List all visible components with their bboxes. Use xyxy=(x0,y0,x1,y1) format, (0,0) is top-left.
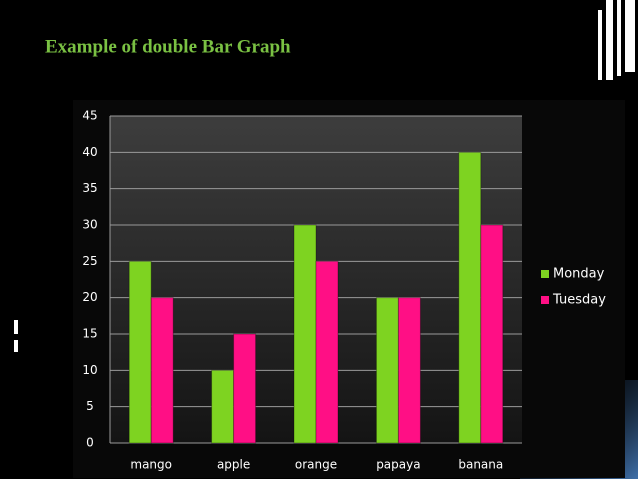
bar xyxy=(397,297,421,444)
x-tick-label: papaya xyxy=(376,458,420,472)
bar xyxy=(128,260,152,444)
legend-label: Monday xyxy=(553,267,605,282)
y-tick-label: 20 xyxy=(82,290,97,304)
y-tick-label: 30 xyxy=(82,218,97,232)
bar xyxy=(315,260,339,444)
x-tick-label: apple xyxy=(217,458,250,472)
bar xyxy=(375,297,399,444)
x-tick-label: banana xyxy=(458,458,503,472)
legend-swatch xyxy=(541,296,549,304)
x-tick-label: orange xyxy=(295,458,337,472)
y-tick-label: 35 xyxy=(82,181,97,195)
chart-title: Example of double Bar Graph xyxy=(45,36,291,57)
legend-label: Tuesday xyxy=(552,293,606,308)
bar xyxy=(233,333,257,444)
bar xyxy=(480,224,504,444)
bar xyxy=(211,369,235,444)
legend-swatch xyxy=(541,270,549,278)
bar xyxy=(150,297,174,444)
y-tick-label: 15 xyxy=(82,327,97,341)
y-tick-label: 5 xyxy=(86,399,94,413)
y-tick-label: 10 xyxy=(82,363,97,377)
decoration xyxy=(14,0,635,352)
bar xyxy=(458,151,482,444)
y-tick-label: 25 xyxy=(82,254,97,268)
y-tick-label: 45 xyxy=(82,109,97,123)
x-tick-label: mango xyxy=(130,458,172,472)
bar xyxy=(293,224,317,444)
y-tick-label: 40 xyxy=(82,145,97,159)
y-tick-label: 0 xyxy=(86,436,94,450)
